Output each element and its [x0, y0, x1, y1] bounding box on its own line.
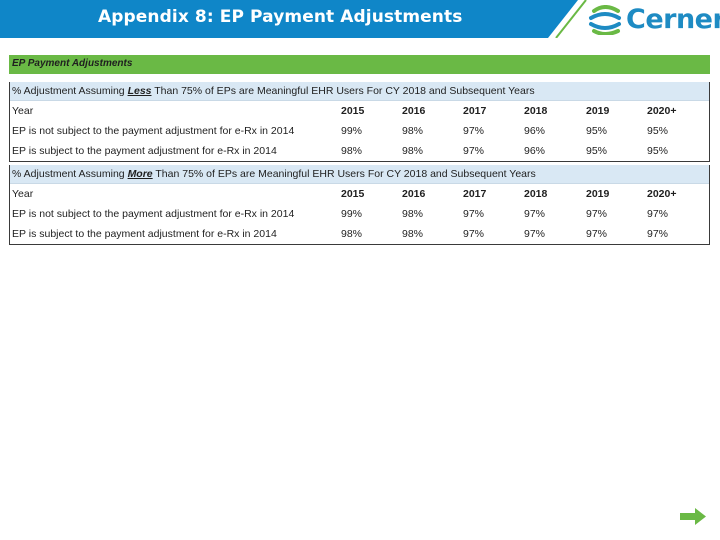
table-row: EP is subject to the payment adjustment …	[10, 224, 709, 244]
table-caption: EP Payment Adjustments	[12, 58, 133, 69]
year-label: Year	[12, 188, 34, 200]
year-row: Year 2015 2016 2017 2018 2019 2020+	[10, 101, 709, 121]
heading-emphasis: More	[127, 168, 153, 180]
value-cell: 98%	[402, 125, 424, 137]
value-cell: 98%	[402, 145, 424, 157]
table-caption-bar: EP Payment Adjustments	[9, 55, 710, 74]
value-cell: 98%	[402, 228, 424, 240]
cerner-logo: Cerner	[588, 5, 720, 35]
value-cell: 95%	[647, 145, 669, 157]
value-cell: 99%	[341, 208, 363, 220]
value-cell: 97%	[586, 208, 608, 220]
value-cell: 97%	[463, 125, 485, 137]
cerner-logo-icon	[589, 5, 621, 35]
year-cell: 2019	[586, 188, 610, 200]
value-cell: 97%	[524, 228, 546, 240]
year-cell: 2017	[463, 188, 487, 200]
value-cell: 97%	[586, 228, 608, 240]
table-row: EP is not subject to the payment adjustm…	[10, 121, 709, 141]
year-row: Year 2015 2016 2017 2018 2019 2020+	[10, 184, 709, 204]
heading-pre: % Adjustment Assuming	[12, 85, 128, 97]
year-cell: 2015	[341, 105, 365, 117]
heading-post: Than 75% of EPs are Meaningful EHR Users…	[151, 85, 535, 97]
section-heading: % Adjustment Assuming Less Than 75% of E…	[10, 82, 709, 101]
section-heading: % Adjustment Assuming More Than 75% of E…	[10, 165, 709, 184]
value-cell: 97%	[524, 208, 546, 220]
slide-header: Appendix 8: EP Payment Adjustments Cerne…	[0, 0, 720, 38]
logo-text: Cerner	[626, 4, 720, 35]
slide-title: Appendix 8: EP Payment Adjustments	[98, 7, 463, 27]
table-row: EP is not subject to the payment adjustm…	[10, 204, 709, 224]
year-cell: 2018	[524, 105, 548, 117]
year-label: Year	[12, 105, 34, 117]
year-cell: 2017	[463, 105, 487, 117]
table-row: EP is subject to the payment adjustment …	[10, 141, 709, 161]
year-cell: 2018	[524, 188, 548, 200]
value-cell: 95%	[647, 125, 669, 137]
value-cell: 97%	[463, 145, 485, 157]
value-cell: 98%	[341, 228, 363, 240]
year-cell: 2019	[586, 105, 610, 117]
value-cell: 95%	[586, 125, 608, 137]
heading-pre: % Adjustment Assuming	[12, 168, 128, 180]
row-label: EP is subject to the payment adjustment …	[12, 145, 277, 157]
section-less: % Adjustment Assuming Less Than 75% of E…	[9, 82, 710, 162]
value-cell: 97%	[647, 228, 669, 240]
year-cell: 2015	[341, 188, 365, 200]
next-arrow-icon[interactable]	[680, 508, 706, 525]
row-label: EP is subject to the payment adjustment …	[12, 228, 277, 240]
header-band	[0, 0, 587, 38]
row-label: EP is not subject to the payment adjustm…	[12, 208, 295, 220]
year-cell: 2020+	[647, 105, 677, 117]
value-cell: 97%	[463, 208, 485, 220]
value-cell: 95%	[586, 145, 608, 157]
value-cell: 96%	[524, 145, 546, 157]
heading-emphasis: Less	[127, 85, 152, 97]
year-cell: 2020+	[647, 188, 677, 200]
value-cell: 96%	[524, 125, 546, 137]
year-cell: 2016	[402, 188, 426, 200]
value-cell: 99%	[341, 125, 363, 137]
row-label: EP is not subject to the payment adjustm…	[12, 125, 295, 137]
value-cell: 98%	[402, 208, 424, 220]
section-more: % Adjustment Assuming More Than 75% of E…	[9, 165, 710, 245]
value-cell: 98%	[341, 145, 363, 157]
value-cell: 97%	[647, 208, 669, 220]
year-cell: 2016	[402, 105, 426, 117]
heading-post: Than 75% of EPs are Meaningful EHR Users…	[152, 168, 536, 180]
value-cell: 97%	[463, 228, 485, 240]
